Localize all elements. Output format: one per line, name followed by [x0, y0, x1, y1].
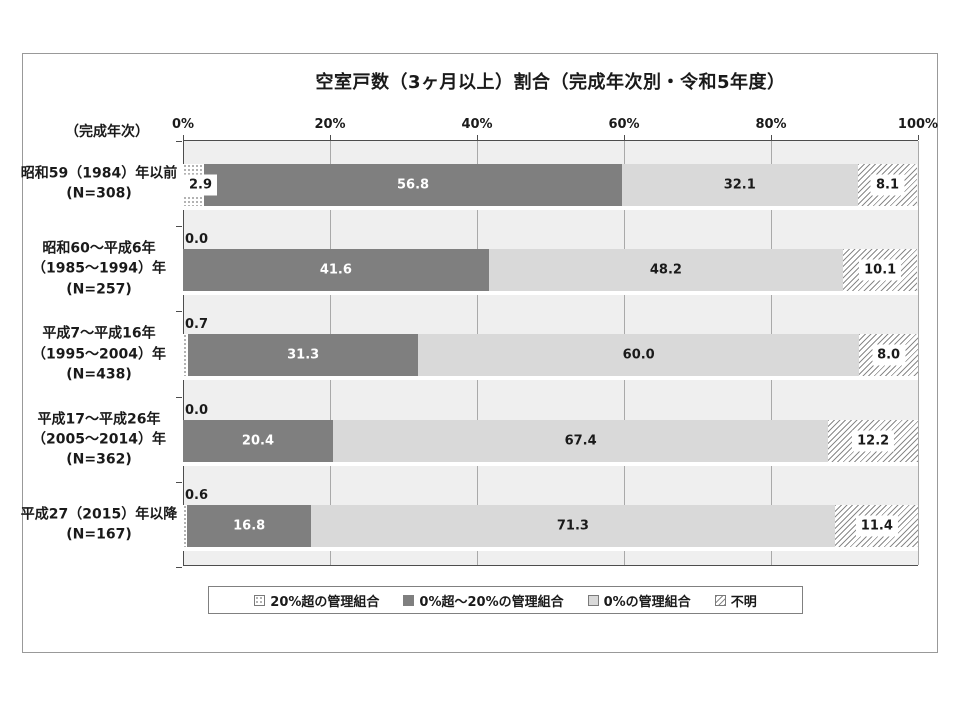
hatch-swatch-icon [714, 594, 726, 606]
y-axis-tick [176, 482, 182, 483]
legend-label: 20%超の管理組合 [270, 594, 380, 610]
value-label: 41.6 [319, 262, 352, 278]
bar-segment-dark [183, 249, 489, 292]
stacked-bar [183, 504, 918, 547]
x-axis-tick [183, 135, 184, 140]
bar-segment-light [488, 249, 844, 292]
legend-label: 0%の管理組合 [603, 594, 691, 610]
bar-gap [183, 206, 918, 210]
x-tick-label: 60% [608, 117, 640, 132]
chart-title: 空室戸数（3ヶ月以上）割合（完成年次別・令和5年度） [315, 72, 786, 93]
value-label: 71.3 [556, 518, 589, 534]
y-axis-tick [176, 311, 182, 312]
value-label: 48.2 [649, 262, 682, 278]
legend: 20%超の管理組合 0%超～20%の管理組合 0%の管理組合 不明 [208, 586, 803, 614]
value-label: 56.8 [397, 177, 430, 193]
bar-segment-hatch [834, 504, 918, 547]
category-label: 昭和60～平成6年 （1985～1994）年 (N=257) [32, 240, 166, 298]
category-label: 平成17～平成26年 （2005～2014）年 (N=362) [32, 411, 166, 468]
x-tick-label: 100% [897, 117, 939, 132]
x-axis-tick [330, 135, 331, 140]
legend-label: 不明 [730, 594, 757, 610]
x-tick-label: 40% [461, 117, 493, 132]
value-label: 60.0 [622, 347, 655, 363]
x-axis-tick [624, 135, 625, 140]
bar-segment-dark [204, 164, 622, 206]
bar-row: 0.0 20.4 67.4 12.2 [183, 397, 918, 482]
value-label: 0.6 [185, 487, 209, 503]
legend-label: 0%超～20%の管理組合 [419, 594, 564, 610]
value-label: 8.1 [870, 174, 904, 196]
category-label: 平成7～平成16年 （1995～2004）年 (N=438) [32, 325, 166, 383]
bar-segment-dots [183, 334, 189, 377]
bar-segment-light [418, 334, 860, 377]
bar-gap [183, 376, 918, 381]
legend-item: 不明 [714, 591, 757, 610]
value-label: 0.7 [185, 317, 209, 333]
plot-area: 2.9 56.8 32.1 8.1 0.0 41.6 48.2 10.1 0.7 31.3 60.0… [176, 135, 919, 568]
bar-segment-dots [183, 504, 188, 547]
y-axis-caption: （完成年次） [65, 124, 149, 140]
bar-row: 2.9 56.8 32.1 8.1 [183, 141, 918, 226]
gridline [917, 141, 919, 565]
value-label: 31.3 [287, 347, 320, 363]
x-tick-label: 0% [171, 117, 195, 132]
x-axis: 0% 20% 40% 60% 80% 100% [172, 117, 938, 135]
value-label: 10.1 [859, 259, 902, 281]
x-axis-tick [771, 135, 772, 140]
y-axis-tick [176, 397, 182, 398]
value-label: 12.2 [852, 430, 895, 452]
dark-swatch-icon [403, 594, 415, 606]
bar-segment-light [332, 419, 829, 462]
bar-row: 0.0 41.6 48.2 10.1 [183, 226, 918, 311]
value-label: 67.4 [564, 433, 597, 449]
value-label: 20.4 [241, 433, 275, 449]
category-label: 平成27（2015）年以降 (N=167) [20, 506, 178, 543]
value-label: 0.0 [185, 232, 209, 248]
legend-item: 0%の管理組合 [587, 591, 691, 610]
light-swatch-icon [587, 594, 599, 606]
value-label: 8.0 [872, 344, 906, 366]
bar-gap [183, 546, 918, 551]
stacked-bar [183, 249, 918, 292]
y-axis-tick [176, 141, 182, 142]
bar-segment-dark [183, 419, 333, 462]
bar-segment-dark [188, 334, 419, 377]
bar-row: 0.6 16.8 71.3 11.4 [183, 482, 918, 567]
bar-segment-dark [187, 504, 311, 547]
x-tick-label: 20% [314, 117, 346, 132]
bar-segment-light [621, 164, 858, 206]
value-label: 0.0 [185, 402, 209, 418]
value-label: 32.1 [723, 177, 756, 193]
x-axis-tick [918, 135, 919, 140]
value-label: 2.9 [184, 174, 218, 196]
dots-swatch-icon [254, 594, 266, 606]
bar-gap [183, 291, 918, 296]
legend-item: 0%超～20%の管理組合 [403, 591, 564, 610]
stacked-bar [183, 164, 918, 206]
y-axis-tick [176, 226, 182, 227]
category-axis: 昭和59（1984）年以前 (N=308) 昭和60～平成6年 （1985～1994）… [18, 140, 180, 566]
x-axis-tick [477, 135, 478, 140]
category-label: 昭和59（1984）年以前 (N=308) [20, 165, 178, 202]
y-axis-tick [176, 567, 182, 568]
bar-gap [183, 461, 918, 466]
x-tick-label: 80% [755, 117, 787, 132]
stacked-bar [183, 419, 918, 462]
value-label: 16.8 [233, 518, 266, 534]
bar-row: 0.7 31.3 60.0 8.0 [183, 311, 918, 396]
value-label: 11.4 [855, 515, 898, 537]
legend-item: 20%超の管理組合 [254, 591, 379, 610]
bar-segment-light [310, 504, 835, 547]
